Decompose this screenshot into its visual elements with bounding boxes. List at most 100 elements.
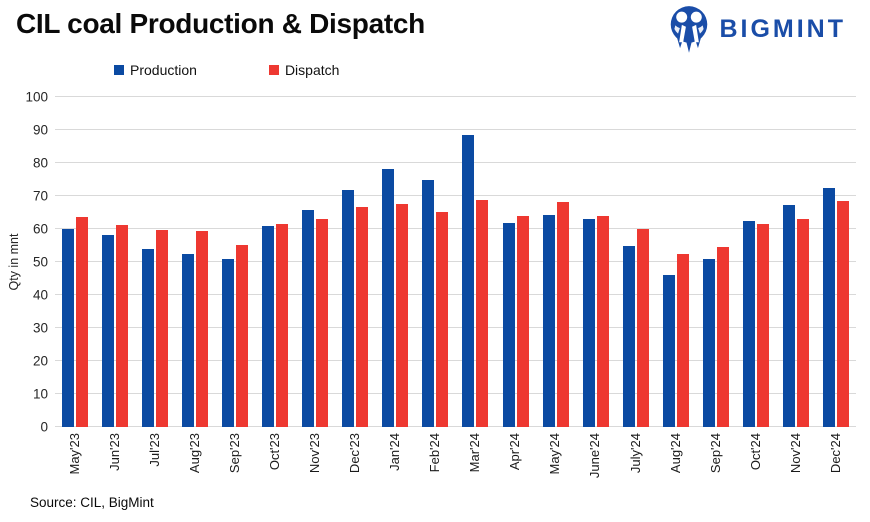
bar-dispatch-May'24 (556, 202, 569, 427)
legend-swatch-dispatch (268, 65, 279, 75)
bar-production-Mar'24 (462, 134, 475, 427)
x-tick-slot: May'23 (55, 433, 95, 478)
x-tick-label: May'23 (66, 433, 82, 475)
bar-production-Nov'24 (782, 205, 795, 427)
y-tick-label: 60 (32, 221, 48, 237)
bar-dispatch-May'23 (76, 217, 89, 427)
x-tick-slot: July'24 (616, 433, 656, 478)
bars-row (55, 97, 856, 427)
gridline (55, 228, 856, 229)
gridline (55, 195, 856, 196)
x-tick-label: May'24 (547, 433, 563, 475)
bar-production-Jun'23 (102, 235, 115, 427)
bar-production-May'23 (62, 229, 75, 427)
x-tick-label: Jul'23 (146, 433, 162, 467)
bar-production-Nov'23 (302, 209, 315, 427)
source-note: Source: CIL, BigMint (30, 495, 154, 510)
bar-dispatch-Aug'23 (196, 231, 209, 427)
x-tick-label: Nov'24 (787, 433, 803, 474)
y-tick-label: 50 (32, 254, 48, 270)
legend-swatch-production (114, 65, 124, 75)
x-tick-slot: Feb'24 (415, 433, 455, 478)
bar-dispatch-Sep'23 (236, 245, 249, 427)
bar-group-Sep'23 (215, 97, 255, 427)
gridline (55, 393, 856, 394)
legend-item-production: Production (114, 62, 197, 78)
gridline (55, 426, 856, 427)
y-tick-label: 100 (25, 89, 48, 105)
bar-group-June'24 (576, 97, 616, 427)
x-axis-labels: May'23 Jun'23 Jul'23 Aug'23 Sep'23 Oct'23 Nov'… (55, 433, 856, 478)
bar-group-Feb'24 (415, 97, 455, 427)
bar-production-Sep'24 (702, 258, 715, 427)
x-tick-slot: Aug'24 (656, 433, 696, 478)
bar-group-Nov'23 (295, 97, 335, 427)
y-axis-ticks: 0 10 20 30 40 50 60 70 80 90 100 (0, 90, 48, 435)
bar-dispatch-Apr'24 (516, 215, 529, 427)
bar-production-Oct'23 (262, 225, 275, 427)
gridline (55, 327, 856, 328)
bar-group-Oct'24 (736, 97, 776, 427)
x-tick-slot: Jul'23 (135, 433, 175, 478)
bar-production-Dec'23 (342, 190, 355, 427)
legend-label: Production (130, 62, 197, 78)
x-tick-slot: Nov'23 (295, 433, 335, 478)
bar-dispatch-Jan'24 (396, 203, 409, 427)
y-tick-label: 30 (32, 320, 48, 336)
plot-area (55, 96, 856, 427)
bar-dispatch-Nov'24 (796, 219, 809, 427)
gridline (55, 294, 856, 295)
bar-dispatch-Oct'24 (756, 223, 769, 427)
bar-group-Dec'24 (816, 97, 856, 427)
x-tick-label: Jun'23 (106, 433, 122, 471)
bar-group-Sep'24 (696, 97, 736, 427)
gridline (55, 261, 856, 262)
x-tick-label: Sep'24 (707, 433, 723, 474)
x-tick-label: Oct'23 (267, 433, 283, 471)
x-tick-slot: Sep'23 (215, 433, 255, 478)
x-tick-slot: May'24 (536, 433, 576, 478)
bar-dispatch-Oct'23 (276, 223, 289, 427)
legend-item-dispatch: Dispatch (268, 62, 340, 78)
x-tick-label: Dec'24 (827, 433, 843, 474)
bar-dispatch-Jul'23 (156, 230, 169, 427)
gridline (55, 360, 856, 361)
bar-production-May'24 (542, 215, 555, 427)
x-tick-slot: Sep'24 (696, 433, 736, 478)
x-tick-label: Aug'24 (667, 433, 683, 474)
x-tick-label: Feb'24 (427, 433, 443, 473)
x-tick-slot: Dec'24 (816, 433, 856, 478)
bar-production-Aug'24 (662, 274, 675, 427)
x-tick-slot: Nov'24 (776, 433, 816, 478)
y-tick-label: 80 (32, 155, 48, 171)
x-tick-label: June'24 (587, 433, 603, 479)
bar-dispatch-Dec'24 (836, 200, 849, 427)
x-tick-slot: Oct'24 (736, 433, 776, 478)
x-tick-slot: Jun'23 (95, 433, 135, 478)
chart-title: CIL coal Production & Dispatch (16, 8, 425, 39)
x-tick-label: Apr'24 (507, 433, 523, 471)
bar-group-Jul'23 (135, 97, 175, 427)
x-tick-label: Dec'23 (347, 433, 363, 474)
bar-group-Jan'24 (375, 97, 415, 427)
bar-dispatch-Dec'23 (356, 206, 369, 427)
x-tick-slot: June'24 (576, 433, 616, 478)
y-tick-label: 90 (32, 122, 48, 138)
y-tick-label: 20 (32, 353, 48, 369)
bar-production-Feb'24 (422, 180, 435, 427)
bar-group-Apr'24 (496, 97, 536, 427)
x-tick-slot: Mar'24 (455, 433, 495, 478)
bar-group-Jun'23 (95, 97, 135, 427)
x-tick-slot: Jan'24 (375, 433, 415, 478)
gridline (55, 96, 856, 97)
bigmint-logo: BIGMINT (668, 5, 846, 53)
legend-label: Dispatch (284, 62, 340, 78)
bar-production-Jan'24 (382, 168, 395, 427)
bar-group-Aug'23 (175, 97, 215, 427)
bigmint-logo-text: BIGMINT (719, 14, 846, 43)
x-tick-slot: Dec'23 (335, 433, 375, 478)
bar-production-Dec'24 (822, 188, 835, 427)
y-tick-label: 0 (40, 419, 48, 435)
bar-dispatch-July'24 (636, 229, 649, 427)
